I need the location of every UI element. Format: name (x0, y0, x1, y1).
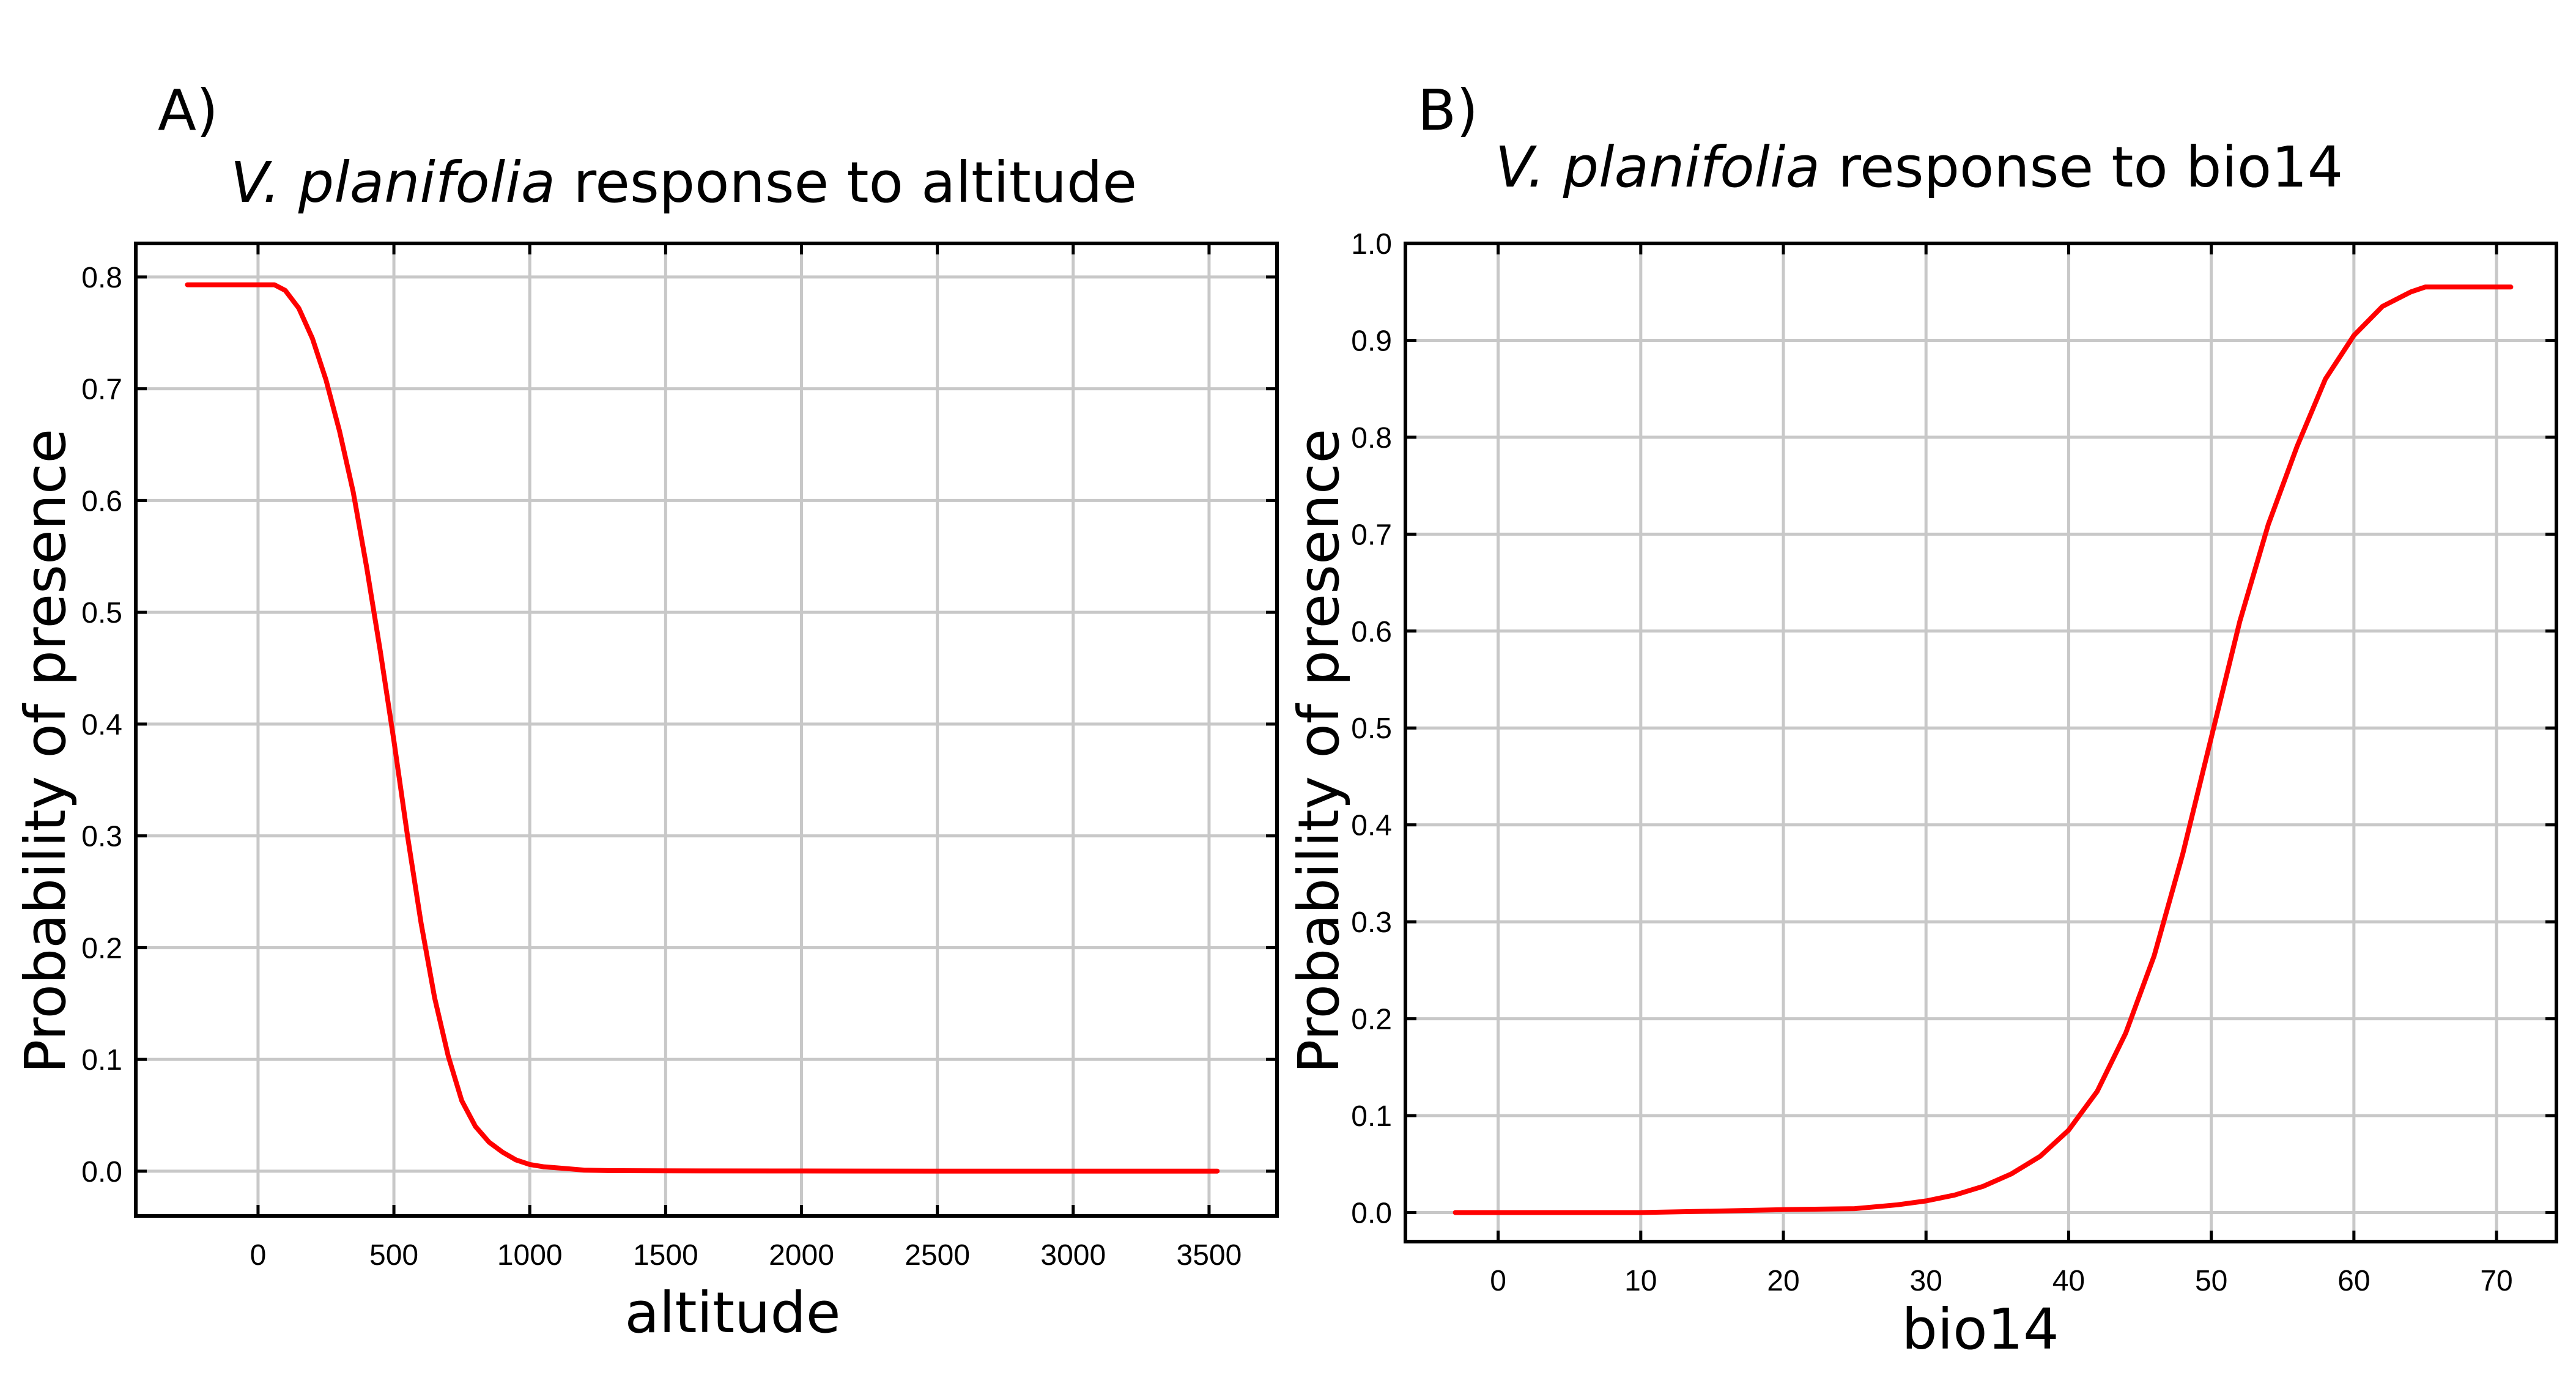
panel-a-x-tick-label: 1500 (633, 1239, 698, 1272)
panel-b-response-curve (1453, 284, 2514, 1215)
panel-b-y-tick-label: 0.7 (1351, 519, 1392, 551)
panel-b-x-tick-labels: 0 10 20 30 40 50 60 70 (1490, 1265, 2513, 1297)
panel-b-x-tick-label: 70 (2480, 1265, 2512, 1297)
panel-a-response-curve (185, 282, 1220, 1174)
panel-a-plot-frame (134, 242, 1279, 1218)
panel-b-x-tick-label: 40 (2052, 1265, 2085, 1297)
panel-b-x-tick-label: 30 (1910, 1265, 1942, 1297)
panel-a-y-tick-label: 0.1 (81, 1044, 122, 1076)
panel-b-y-tick-label: 0.4 (1351, 810, 1392, 842)
panel-a-y-tick-label: 0.5 (81, 597, 122, 629)
panel-a-x-tick-labels: 0 500 1000 1500 2000 2500 3000 3500 (250, 1239, 1242, 1272)
panel-a-x-tick-label: 2000 (769, 1239, 834, 1272)
panel-a: A) V. planifolia response to altitude 0 5… (13, 78, 1279, 1346)
panel-b-grid (1405, 242, 2556, 1242)
panel-b-y-axis-label: Probability of presence (1286, 429, 1352, 1073)
panel-b-x-tick-label: 60 (2337, 1265, 2370, 1297)
panel-b-x-tick-label: 20 (1767, 1265, 1799, 1297)
panel-b-x-tick-label: 0 (1490, 1265, 1506, 1297)
panel-a-y-tick-label: 0.8 (81, 262, 122, 294)
panel-b-title: V. planifolia response to bio14 (1495, 135, 2344, 200)
panel-b-y-tick-label: 0.8 (1351, 422, 1392, 454)
panel-a-y-tick-label: 0.4 (81, 709, 122, 741)
panel-a-x-tick-label: 500 (369, 1239, 418, 1272)
panel-b-x-axis-label: bio14 (1901, 1297, 2059, 1362)
panel-b-y-tick-label: 0.3 (1351, 906, 1392, 939)
panel-b-title-rest: response to bio14 (1820, 135, 2343, 200)
panel-a-y-tick-label: 0.3 (81, 821, 122, 853)
panel-a-x-tick-label: 3000 (1040, 1239, 1106, 1272)
panel-a-y-tick-label: 0.2 (81, 932, 122, 965)
panel-a-grid (136, 243, 1277, 1216)
panel-a-y-axis-label: Probability of presence (13, 429, 78, 1073)
panel-b-y-tick-label: 0.9 (1351, 325, 1392, 357)
panel-b-title-species: V. planifolia (1495, 135, 1820, 200)
panel-a-y-tick-label: 0.0 (81, 1156, 122, 1188)
panel-b-y-tick-labels: 0.0 0.1 0.2 0.3 0.4 0.5 0.6 0.7 0.8 0.9 1.0 (1351, 228, 1392, 1229)
panel-b-y-tick-label: 0.6 (1351, 616, 1392, 648)
panel-a-y-tick-label: 0.7 (81, 374, 122, 406)
panel-b-y-tick-label: 0.5 (1351, 713, 1392, 745)
panel-a-title-species: V. planifolia (231, 150, 555, 215)
panel-a-title-rest: response to altitude (555, 150, 1137, 215)
panel-a-y-tick-labels: 0.0 0.1 0.2 0.3 0.4 0.5 0.6 0.7 0.8 (81, 262, 122, 1188)
panel-a-x-tick-label: 3500 (1177, 1239, 1242, 1272)
panel-b-x-tick-label: 50 (2195, 1265, 2227, 1297)
panel-a-ticks (136, 243, 1277, 1216)
panel-a-letter: A) (158, 78, 218, 143)
panel-a-y-tick-label: 0.6 (81, 485, 122, 517)
panel-b-letter: B) (1418, 78, 1478, 143)
panel-a-x-axis-label: altitude (625, 1280, 841, 1346)
panel-b-y-tick-label: 1.0 (1351, 228, 1392, 261)
panel-a-title: V. planifolia response to altitude (231, 150, 1137, 215)
panel-a-x-tick-label: 1000 (497, 1239, 563, 1272)
panel-b-x-tick-label: 10 (1624, 1265, 1657, 1297)
panel-a-x-tick-label: 2500 (905, 1239, 970, 1272)
panel-b-y-tick-label: 0.0 (1351, 1197, 1392, 1229)
panel-b-y-tick-label: 0.1 (1351, 1100, 1392, 1133)
panel-a-x-tick-label: 0 (250, 1239, 267, 1272)
panel-b-y-tick-label: 0.2 (1351, 1004, 1392, 1036)
panel-b-ticks (1405, 242, 2556, 1242)
panel-b: B) V. planifolia response to bio14 0 10 20… (1286, 78, 2558, 1362)
panel-b-plot-frame (1404, 242, 2558, 1243)
